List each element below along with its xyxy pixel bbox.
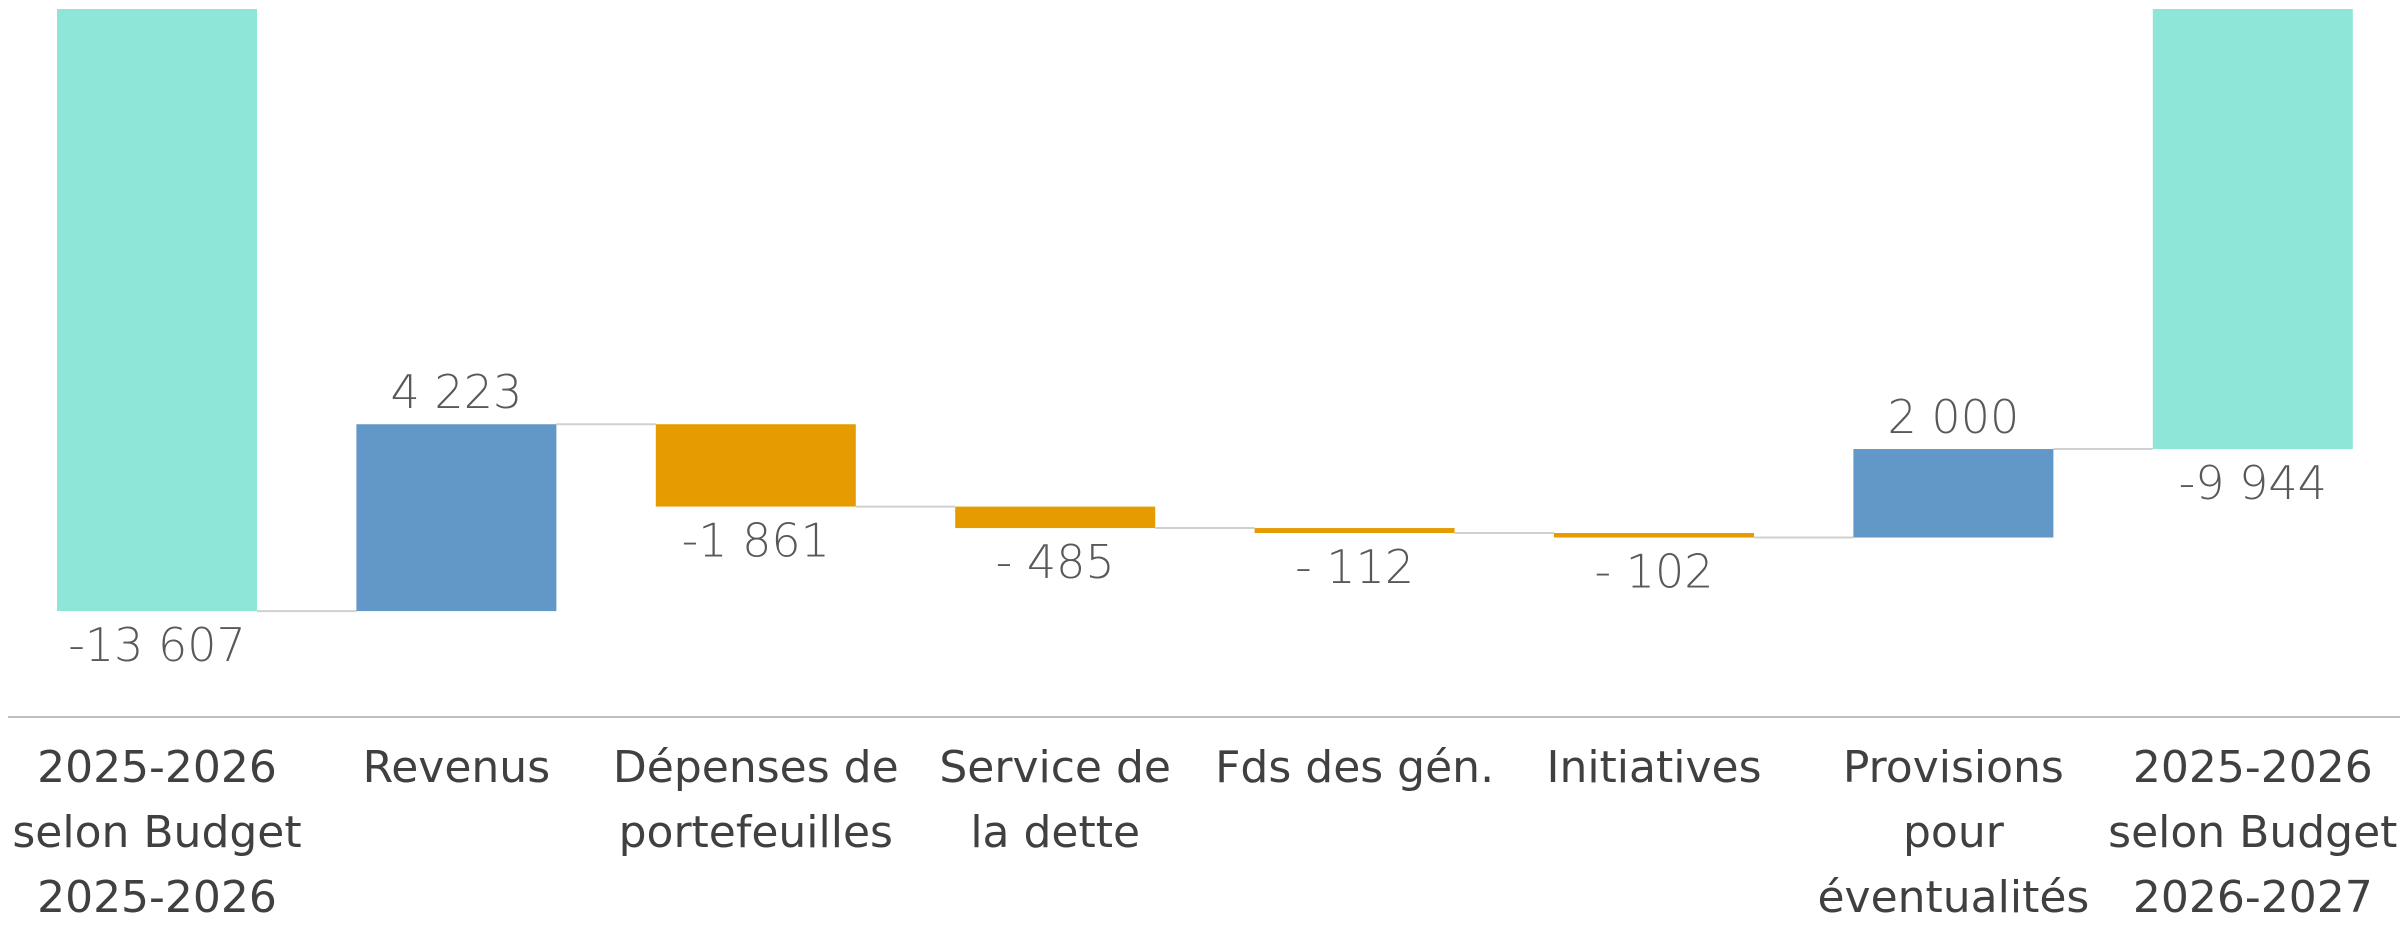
- value-label: 2 000: [1888, 390, 2020, 444]
- x-tick-label: 2025-2026 selon Budget 2026-2027: [2108, 742, 2398, 923]
- value-label: - 102: [1594, 545, 1713, 599]
- value-label: -1 861: [682, 514, 830, 568]
- x-tick-label: Fds des gén.: [1215, 742, 1495, 793]
- x-tick-label: Initiatives: [1546, 742, 1762, 793]
- value-label: -13 607: [68, 618, 246, 672]
- x-tick-label: Revenus: [362, 742, 551, 793]
- bar: [2152, 9, 2353, 450]
- bar: [655, 424, 856, 507]
- bar: [1554, 533, 1754, 538]
- x-tick-label: Service de la dette: [939, 742, 1171, 858]
- bar: [356, 424, 557, 612]
- page: {"chart_data": {"type": "waterfall", "ca…: [8, 9, 2400, 923]
- value-label: 4 223: [391, 365, 523, 419]
- x-tick-label: 2025-2026 selon Budget 2025-2026: [12, 742, 302, 923]
- value-label: - 112: [1295, 540, 1414, 594]
- bar: [955, 506, 1156, 529]
- x-tick-label: Dépenses de portefeuilles: [612, 742, 899, 858]
- bar: [1254, 528, 1455, 534]
- bar: [1853, 449, 2054, 538]
- bar: [57, 9, 257, 612]
- value-label: -9 944: [2179, 456, 2327, 510]
- x-tick-label: Provisions pour éventualités: [1817, 742, 2090, 923]
- value-label: - 485: [996, 535, 1115, 589]
- chart: -13 607 4 223 -1 861 - 485 - 112 - 102 2 000 -9…: [8, 9, 2400, 718]
